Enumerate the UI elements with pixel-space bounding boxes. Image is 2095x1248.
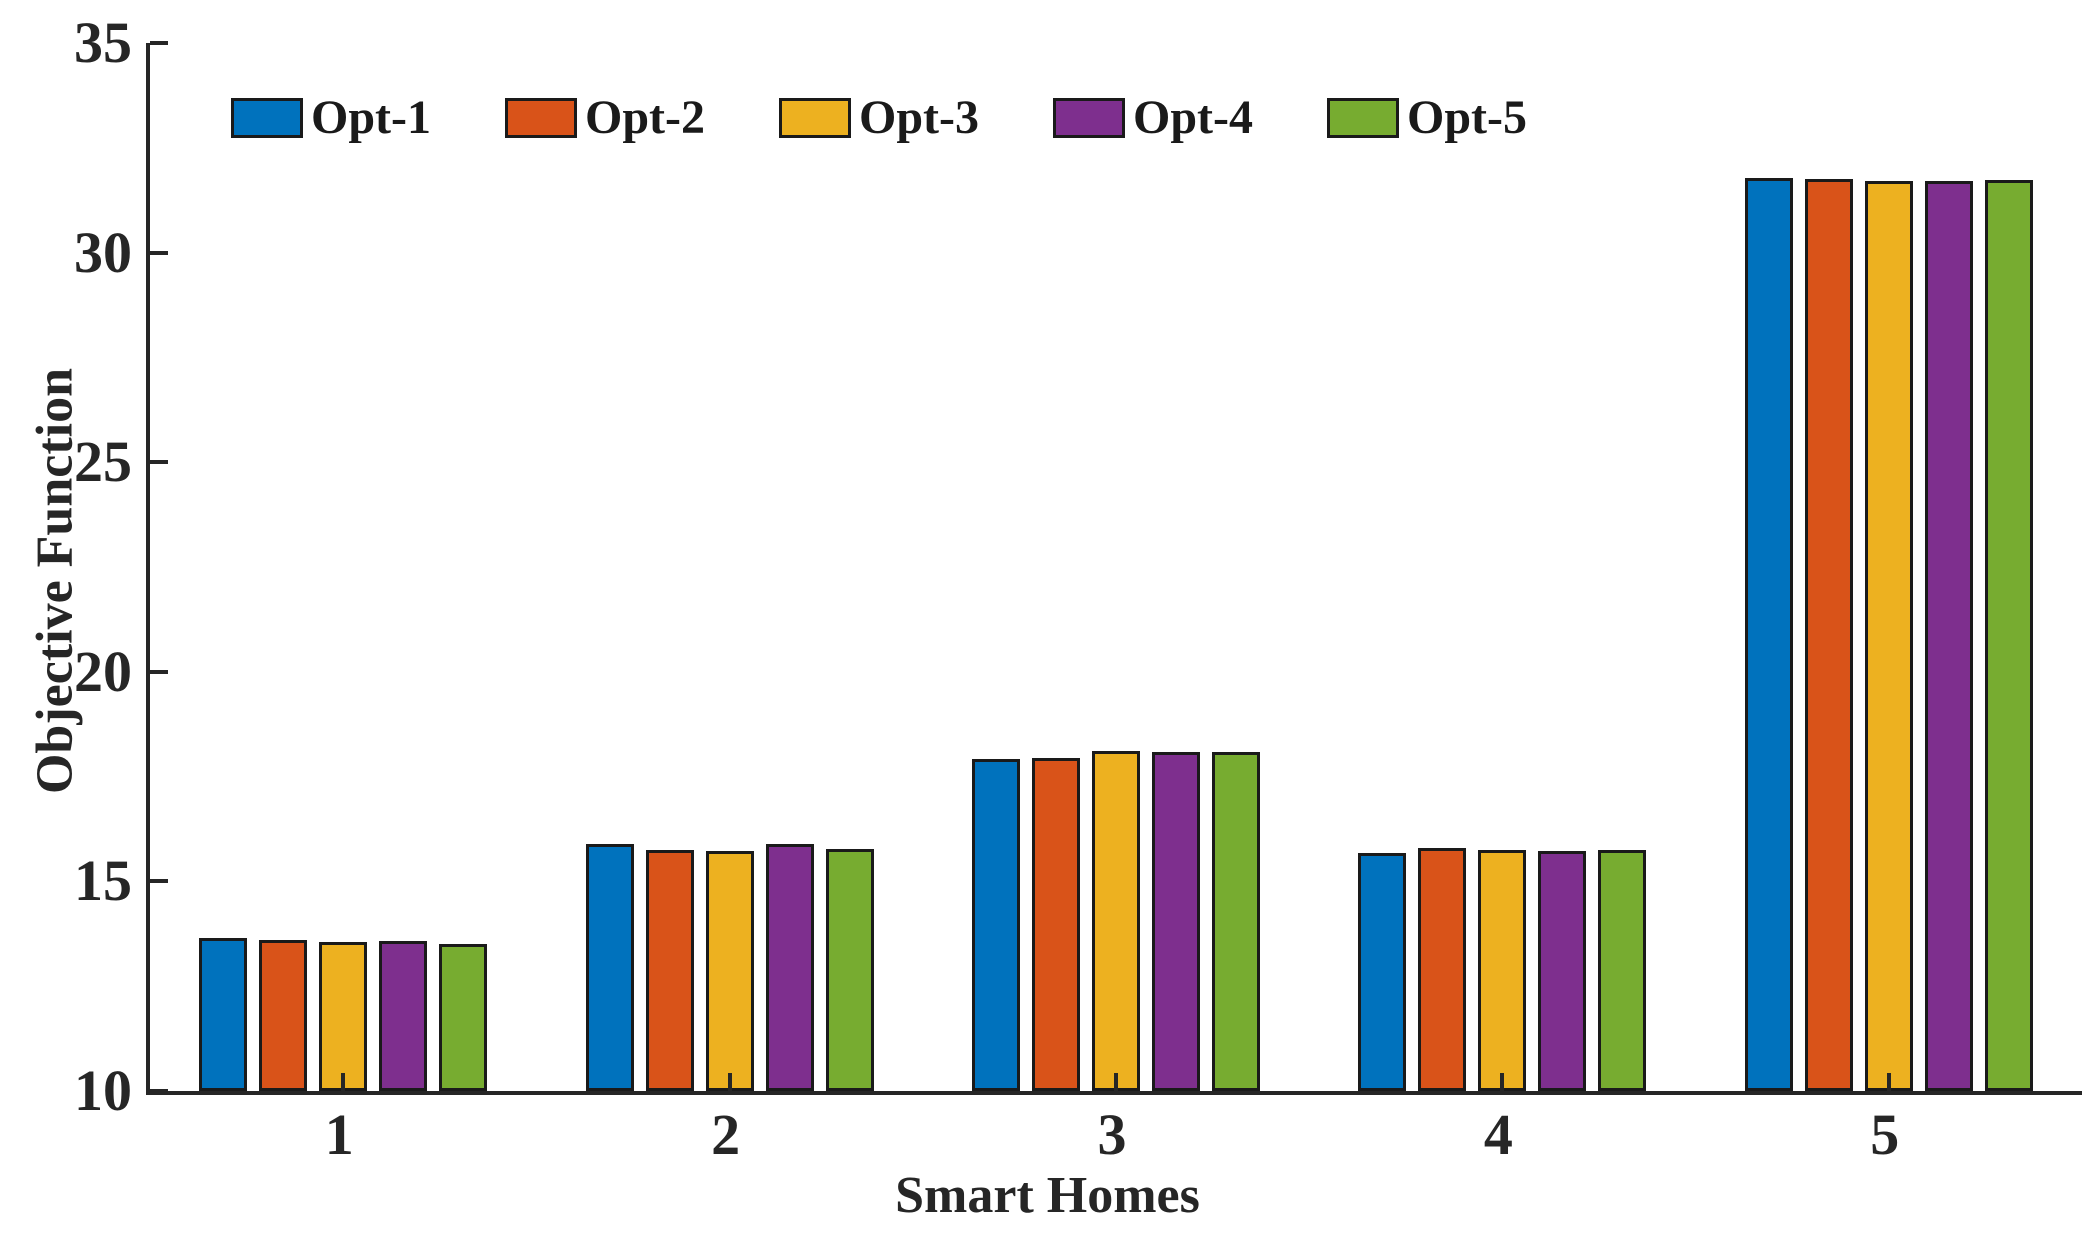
legend-label-opt-2: Opt-2: [585, 91, 705, 144]
bar-opt-1-home-2: [585, 844, 634, 1091]
bar-opt-3-home-5: [1864, 181, 1913, 1091]
bar-opt-4-home-3: [1152, 752, 1200, 1091]
y-axis-tick-label: 35: [74, 10, 132, 75]
bar-opt-5-home-5: [1984, 179, 2033, 1091]
y-axis-tick-label: 25: [74, 429, 132, 495]
bar-opt-1-home-1: [199, 938, 248, 1091]
y-axis-tick-label: 10: [74, 1058, 132, 1123]
x-axis-tick-label: 5: [1870, 1102, 1900, 1167]
bar-opt-1-home-4: [1358, 852, 1407, 1091]
x-axis-tick-label: 1: [324, 1102, 354, 1167]
bar-opt-2-home-4: [1418, 847, 1467, 1091]
legend-label-opt-3: Opt-3: [859, 91, 979, 144]
bar-opt-2-home-2: [645, 849, 694, 1091]
bar-opt-2-home-1: [259, 940, 308, 1091]
legend-entry-opt-4: Opt-4: [1053, 94, 1253, 142]
bar-opt-5-home-2: [825, 848, 874, 1091]
bar-opt-3-home-4: [1478, 849, 1527, 1091]
x-axis-tick-label: 3: [1097, 1102, 1127, 1167]
legend-swatch-opt-1: [231, 98, 303, 138]
bar-opt-2-home-3: [1032, 758, 1080, 1091]
x-axis-tick-mark: [341, 1073, 346, 1091]
x-axis-tick-mark: [1114, 1073, 1118, 1091]
y-axis-tick-mark: [150, 879, 168, 884]
bar-opt-4-home-2: [765, 843, 814, 1091]
legend: Opt-1 Opt-2 Opt-3 Opt-4 Opt-5: [231, 94, 1527, 142]
legend-swatch-opt-2: [505, 98, 577, 138]
bar-opt-5-home-1: [439, 943, 488, 1091]
bar-opt-3-home-3: [1092, 750, 1140, 1091]
bar-opt-5-home-3: [1212, 752, 1260, 1091]
legend-swatch-opt-5: [1327, 98, 1399, 138]
legend-entry-opt-1: Opt-1: [231, 94, 431, 142]
legend-swatch-opt-4: [1053, 98, 1125, 138]
bar-opt-4-home-5: [1924, 181, 1973, 1091]
plot-area: [146, 41, 2082, 1095]
y-axis-tick-mark: [150, 1089, 168, 1093]
y-axis-tick-mark: [150, 41, 168, 45]
x-axis-tick-mark: [1886, 1073, 1891, 1091]
legend-swatch-opt-3: [779, 98, 851, 138]
bar-opt-2-home-5: [1804, 178, 1853, 1091]
y-axis-tick-label: 20: [74, 638, 132, 704]
y-axis-tick-mark: [150, 460, 168, 465]
y-axis-tick-label: 30: [74, 219, 132, 285]
legend-entry-opt-2: Opt-2: [505, 94, 705, 142]
x-axis-tick-mark: [727, 1073, 732, 1091]
y-axis-tick-mark: [150, 669, 168, 674]
bar-opt-4-home-4: [1538, 851, 1587, 1091]
x-axis-tick-label: 2: [711, 1102, 741, 1167]
x-axis-tick-mark: [1500, 1073, 1505, 1091]
y-axis-tick-mark: [150, 250, 168, 255]
y-axis-tick-label: 15: [74, 848, 132, 914]
bar-opt-1-home-5: [1744, 177, 1793, 1091]
legend-entry-opt-5: Opt-5: [1327, 94, 1527, 142]
legend-label-opt-1: Opt-1: [311, 91, 431, 144]
legend-label-opt-4: Opt-4: [1133, 91, 1253, 144]
bar-opt-1-home-3: [972, 758, 1020, 1091]
bar-opt-4-home-1: [379, 941, 428, 1091]
x-axis-tick-label: 4: [1483, 1102, 1513, 1167]
bar-opt-3-home-2: [705, 851, 754, 1091]
bar-opt-3-home-1: [319, 941, 368, 1091]
legend-entry-opt-3: Opt-3: [779, 94, 979, 142]
legend-label-opt-5: Opt-5: [1407, 91, 1527, 144]
bar-opt-5-home-4: [1598, 849, 1647, 1091]
x-axis-label: Smart Homes: [895, 1167, 1200, 1224]
